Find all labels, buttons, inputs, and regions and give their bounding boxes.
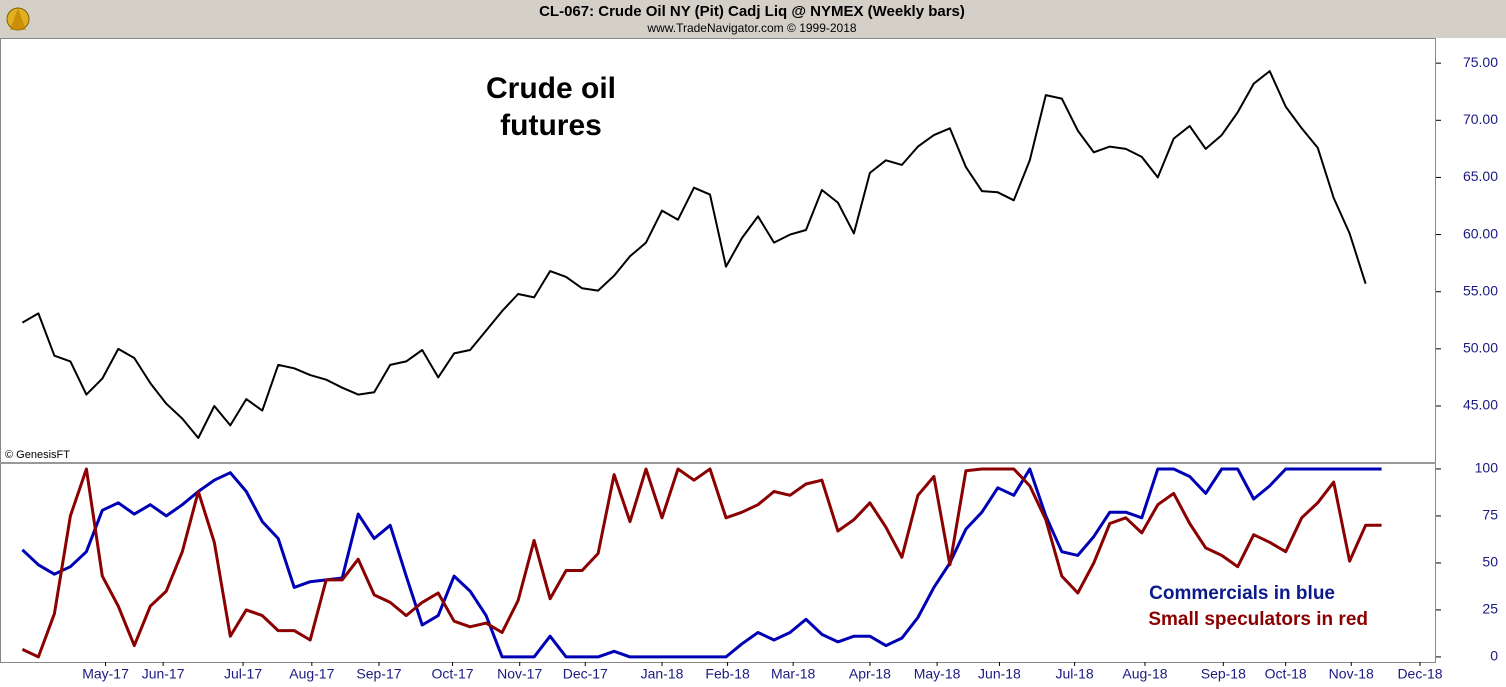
x-tick-label: Oct-18 <box>1265 666 1307 682</box>
y-tick-label: 50 <box>1482 554 1498 570</box>
y-tick-label: 55.00 <box>1463 282 1498 298</box>
x-tick-label: Oct-17 <box>432 666 474 682</box>
x-tick-label: Aug-17 <box>289 666 334 682</box>
x-tick-label: Feb-18 <box>705 666 750 682</box>
x-tick-label: Mar-18 <box>771 666 816 682</box>
y-tick-label: 65.00 <box>1463 168 1498 184</box>
x-tick-label: Jul-17 <box>224 666 262 682</box>
x-tick-label: Sep-17 <box>356 666 401 682</box>
x-tick-label: Aug-18 <box>1122 666 1167 682</box>
line <box>21 467 1382 659</box>
y-tick-label: 60.00 <box>1463 225 1498 241</box>
y-tick-label: 50.00 <box>1463 340 1498 356</box>
y-tick-label: 0 <box>1490 648 1498 664</box>
x-tick-label: Jan-18 <box>641 666 684 682</box>
y-tick-label: 45.00 <box>1463 397 1498 413</box>
chart-title: CL-067: Crude Oil NY (Pit) Cadj Liq @ NY… <box>539 3 965 20</box>
x-tick-label: Nov-18 <box>1329 666 1374 682</box>
line <box>21 70 1367 439</box>
y-tick-label: 75 <box>1482 507 1498 523</box>
annotation: Small speculators in red <box>1148 609 1368 630</box>
chart-subtitle: www.TradeNavigator.com © 1999-2018 <box>646 21 856 35</box>
x-tick-label: Dec-18 <box>1397 666 1442 682</box>
credit: © GenesisFT <box>5 449 70 461</box>
x-tick-label: Sep-18 <box>1201 666 1246 682</box>
x-tick-label: Jun-17 <box>142 666 185 682</box>
line <box>21 467 1382 659</box>
x-tick-label: Dec-17 <box>563 666 608 682</box>
y-tick-label: 25 <box>1482 601 1498 617</box>
logo <box>6 7 30 31</box>
annotation: Crude oil <box>486 72 616 105</box>
price-panel <box>0 38 1436 463</box>
x-tick-label: Jun-18 <box>978 666 1021 682</box>
x-tick-label: Jul-18 <box>1056 666 1094 682</box>
y-tick-label: 75.00 <box>1463 54 1498 70</box>
x-tick-label: Apr-18 <box>849 666 891 682</box>
annotation: Commercials in blue <box>1149 583 1335 604</box>
y-tick-label: 70.00 <box>1463 111 1498 127</box>
title-bar <box>0 0 1506 38</box>
x-tick-label: May-18 <box>914 666 961 682</box>
x-tick-label: Nov-17 <box>497 666 542 682</box>
x-tick-label: May-17 <box>82 666 129 682</box>
y-tick-label: 100 <box>1475 460 1499 476</box>
annotation: futures <box>500 109 602 142</box>
